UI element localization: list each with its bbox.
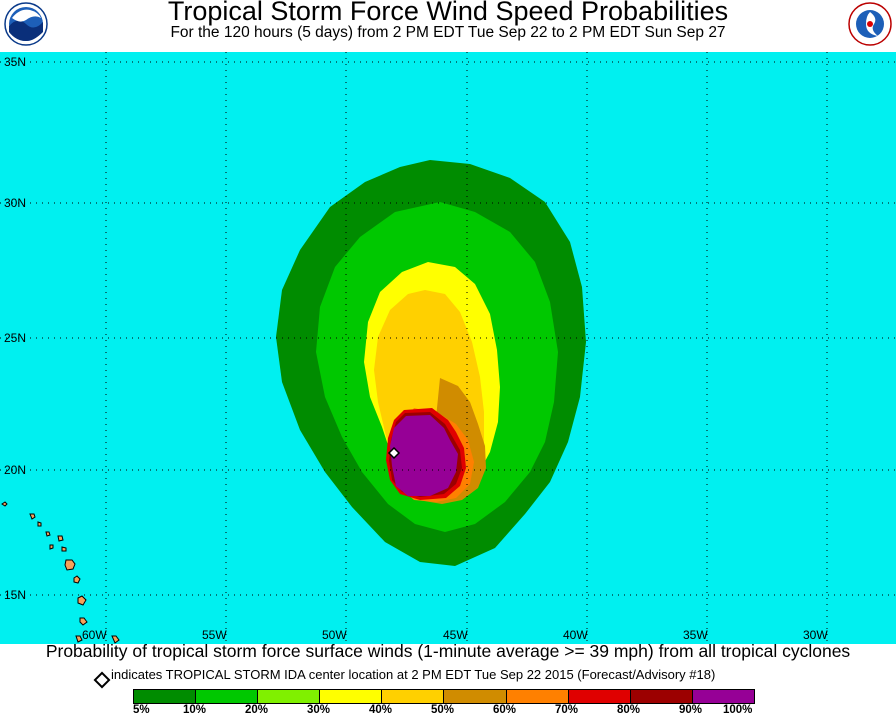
lat-label-30n: 30N: [4, 196, 26, 210]
footer: Probability of tropical storm force surf…: [0, 641, 896, 718]
lat-label-20n: 20N: [4, 463, 26, 477]
page-title: Tropical Storm Force Wind Speed Probabil…: [167, 0, 729, 26]
legend-label-6: 60%: [493, 704, 517, 716]
legend-swatch-0: [134, 690, 197, 703]
noaa-logo: [4, 2, 48, 46]
legend-label-1: 10%: [183, 704, 207, 716]
legend-swatch-5: [444, 690, 507, 703]
longitude-labels: 60W 55W 50W 45W 40W 35W 30W: [82, 628, 828, 642]
probability-legend: [133, 689, 755, 704]
legend-label-8: 80%: [617, 704, 641, 716]
lat-label-25n: 25N: [4, 331, 26, 345]
lon-label-30w: 30W: [803, 628, 828, 642]
page-subtitle: For the 120 hours (5 days) from 2 PM EDT…: [170, 24, 726, 41]
legend-swatch-6: [506, 690, 569, 703]
legend-swatch-1: [196, 690, 259, 703]
legend-label-2: 20%: [245, 704, 269, 716]
legend-labels: 5% 10% 20% 30% 40% 50% 60% 70% 80% 90% 100%: [0, 704, 896, 718]
storm-marker-note: indicates TROPICAL STORM IDA center loca…: [111, 667, 716, 682]
lon-label-50w: 50W: [322, 628, 347, 642]
lat-label-15n: 15N: [4, 588, 26, 602]
legend-swatch-2: [258, 690, 321, 703]
lon-label-45w: 45W: [443, 628, 468, 642]
lon-label-60w: 60W: [82, 628, 107, 642]
legend-swatch-7: [568, 690, 631, 703]
legend-label-10: 100%: [723, 704, 753, 716]
legend-label-7: 70%: [555, 704, 579, 716]
legend-label-3: 30%: [307, 704, 331, 716]
legend-label-4: 40%: [369, 704, 393, 716]
lon-label-35w: 35W: [683, 628, 708, 642]
probability-map: 35N 30N 25N 20N 15N 60W 55W 50W 45W 40W …: [0, 52, 896, 644]
lon-label-40w: 40W: [563, 628, 588, 642]
map-caption: Probability of tropical storm force surf…: [45, 641, 851, 661]
legend-swatch-3: [320, 690, 383, 703]
contour-90pct: [390, 415, 458, 496]
legend-swatch-9: [692, 690, 754, 703]
nws-logo: [848, 2, 892, 46]
legend-swatch-8: [630, 690, 693, 703]
legend-label-9: 90%: [679, 704, 703, 716]
lon-label-55w: 55W: [202, 628, 227, 642]
legend-label-5: 50%: [431, 704, 455, 716]
storm-center-marker: [387, 446, 401, 460]
lat-label-35n: 35N: [4, 55, 26, 69]
probability-contours: [276, 160, 586, 566]
legend-label-0: 5%: [133, 704, 150, 716]
caribbean-islands: [1, 501, 120, 644]
latitude-labels: 35N 30N 25N 20N 15N: [4, 55, 26, 602]
legend-swatch-4: [382, 690, 445, 703]
header: Tropical Storm Force Wind Speed Probabil…: [0, 0, 896, 52]
